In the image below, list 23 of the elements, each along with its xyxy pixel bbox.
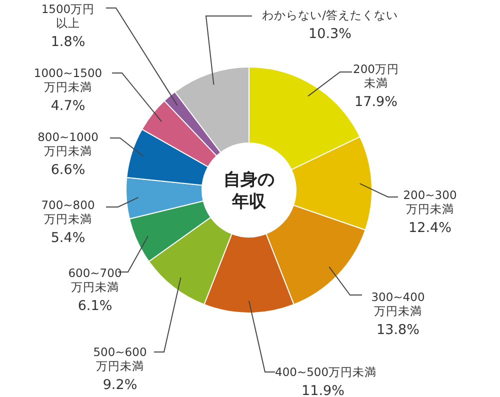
slice-label: 400~500万円未満 xyxy=(275,365,377,379)
slice-label: 600~700万円未満 xyxy=(68,266,122,294)
data-label: 9.2% xyxy=(102,377,138,393)
slice-label: 1500万円以上 xyxy=(41,2,95,30)
data-label: 1.8% xyxy=(50,34,86,50)
slice-label: わからない/答えたくない xyxy=(262,8,398,22)
data-label: 17.9% xyxy=(354,94,398,110)
data-label: 5.4% xyxy=(50,230,86,246)
data-label: 6.6% xyxy=(50,162,86,178)
slice-label: 300~400万円未満 xyxy=(371,290,425,318)
data-label: 11.9% xyxy=(302,383,345,397)
slice-label: 500~600万円未満 xyxy=(93,345,147,373)
slice-label: 200万円未満 xyxy=(353,62,399,90)
data-label: 12.4% xyxy=(408,220,452,236)
text: 自身の年収 xyxy=(224,170,274,212)
data-label: 6.1% xyxy=(78,298,112,314)
slice-label: 1000~1500万円未満 xyxy=(34,66,102,94)
data-label: 13.8% xyxy=(376,322,420,338)
slice-label: 200~300万円未満 xyxy=(403,188,457,216)
slice-label: 700~800万円未満 xyxy=(41,198,95,226)
data-label: 10.3% xyxy=(308,26,352,42)
slice-label: 800~1000万円未満 xyxy=(38,130,98,158)
data-label: 4.7% xyxy=(50,98,86,114)
